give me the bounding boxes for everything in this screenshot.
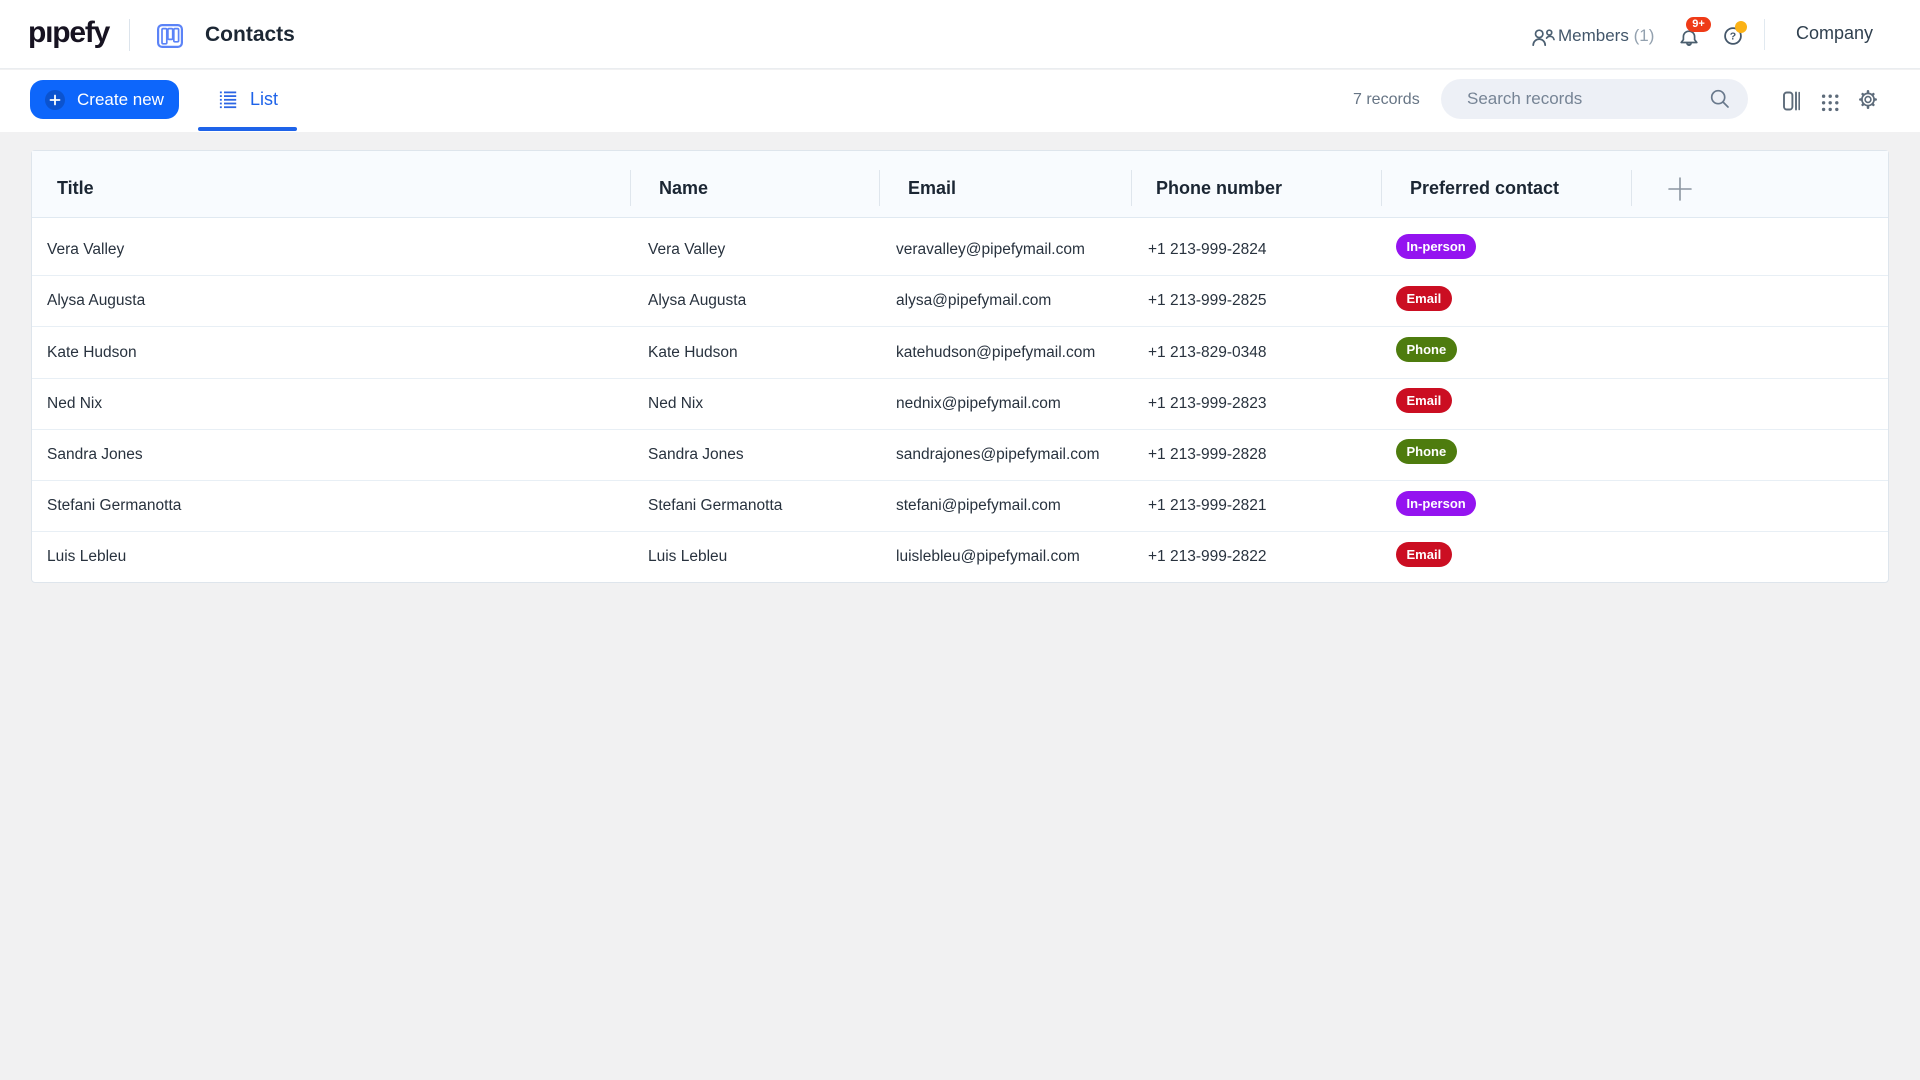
svg-text:?: ? bbox=[1730, 30, 1736, 42]
